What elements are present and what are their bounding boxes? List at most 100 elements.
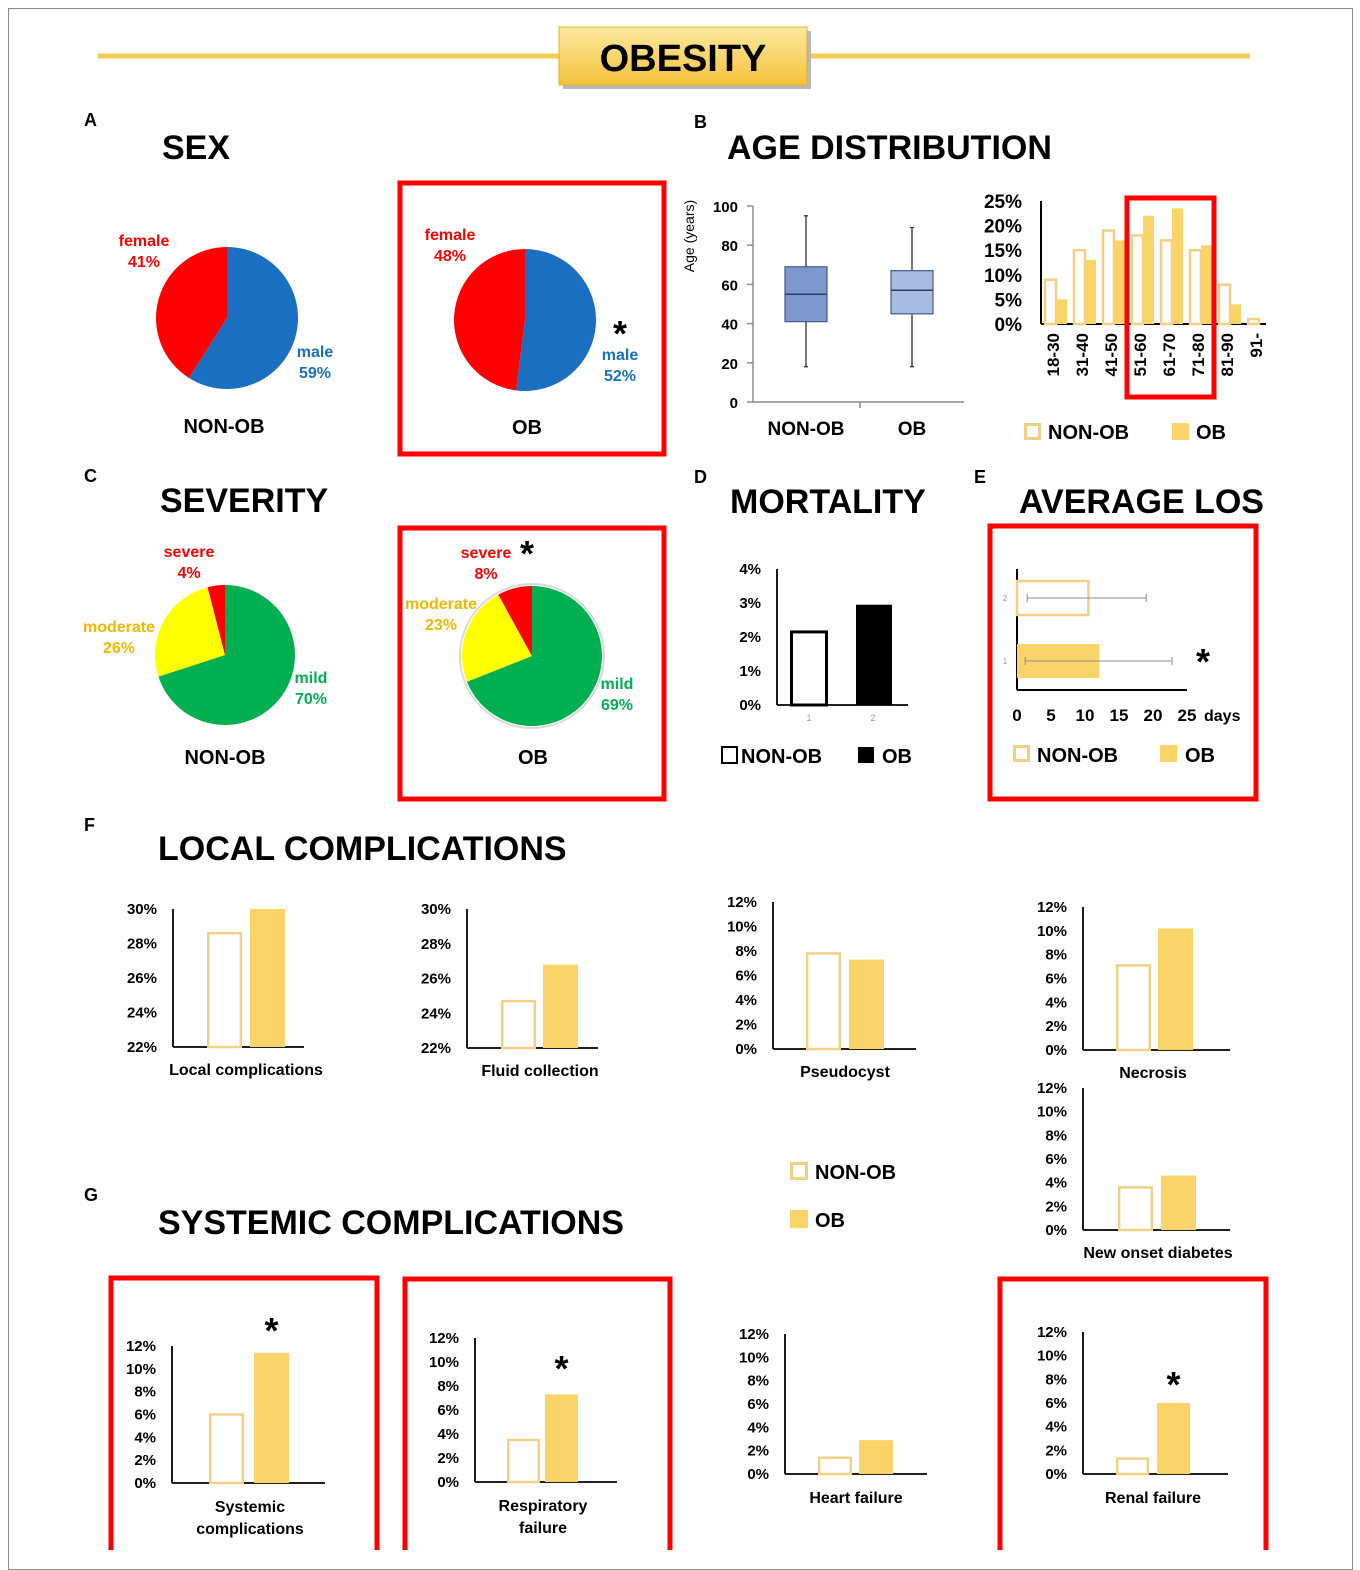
severity-nonob-caption: NON-OB xyxy=(184,747,265,769)
panel-title-age: AGE DISTRIBUTION xyxy=(727,129,1052,167)
heart-failure-tick-label: 12% xyxy=(739,1326,769,1343)
heart-failure-caption: Heart failure xyxy=(809,1490,902,1507)
age-box-tick-label: 40 xyxy=(721,317,738,334)
age-hist-category-label: 41-50 xyxy=(1102,333,1121,376)
los-tick-label: 25 xyxy=(1178,706,1197,725)
age-hist-bar-nonob xyxy=(1159,239,1174,326)
pseudocyst-tick-label: 4% xyxy=(735,992,757,1009)
respiratory-failure-caption: Respiratory xyxy=(499,1498,588,1515)
pseudocyst-caption: Pseudocyst xyxy=(800,1064,890,1081)
age-hist-category-label: 71-80 xyxy=(1189,333,1208,376)
age-hist-tick-label: 10% xyxy=(984,266,1022,287)
los-legend-ob: OB xyxy=(1185,745,1215,767)
local-complications-tick-label: 30% xyxy=(127,901,157,918)
necrosis-tick-label: 4% xyxy=(1045,994,1067,1011)
los-tick-label: 20 xyxy=(1144,706,1163,725)
heart-failure-tick-label: 6% xyxy=(747,1396,769,1413)
mortality-legend-ob: OB xyxy=(882,746,912,768)
local-complications-bar-nonob xyxy=(206,931,242,1049)
age-box-tick-label: 60 xyxy=(721,277,738,294)
respiratory-failure-tick-label: 4% xyxy=(437,1426,459,1443)
mortality-legend-nonob: NON-OB xyxy=(741,746,822,768)
respiratory-failure-tick-label: 6% xyxy=(437,1402,459,1419)
fluid-collection-bar-nonob xyxy=(501,999,537,1050)
local-complications-tick-label: 26% xyxy=(127,970,157,987)
respiratory-failure-tick-label: 8% xyxy=(437,1378,459,1395)
sex-nonob-label-male: male xyxy=(297,344,334,361)
main-title: OBESITY xyxy=(600,38,767,80)
severity-ob-label-severe: severe xyxy=(461,545,512,562)
age-box-OB xyxy=(890,270,934,315)
mortality-bar-ob xyxy=(856,604,892,705)
systemic-highlight-box xyxy=(108,1275,380,1550)
new-onset-diabetes-tick-label: 8% xyxy=(1045,1127,1067,1144)
los-asterisk: * xyxy=(1196,641,1210,682)
local-complications-tick-label: 22% xyxy=(127,1039,157,1056)
age-hist-bar-ob xyxy=(1114,240,1125,324)
fluid-collection-tick-label: 30% xyxy=(421,901,451,918)
panel-letter-A: A xyxy=(84,110,97,130)
systemic-complications-bar-ob xyxy=(254,1352,289,1483)
fluid-collection-tick-label: 22% xyxy=(421,1040,451,1057)
renal-failure-tick-label: 6% xyxy=(1045,1395,1067,1412)
sex-nonob-slice-female xyxy=(156,247,227,378)
age-hist-tick-label: 15% xyxy=(984,241,1022,262)
age-box-ylabel: Age (years) xyxy=(681,200,697,272)
panel-title-los: AVERAGE LOS xyxy=(1019,483,1264,521)
mortality-legend-ob-swatch xyxy=(858,747,874,763)
sex-nonob-value-male: 59% xyxy=(299,365,331,382)
systemic-complications-tick-label: 12% xyxy=(126,1338,156,1355)
los-tick-label: 10 xyxy=(1076,706,1095,725)
severity-ob-label-moderate: moderate xyxy=(405,596,477,613)
mortality-bar-nonob xyxy=(790,630,828,707)
severity-nonob-value-mild: 70% xyxy=(295,691,327,708)
local-complications-bar-ob xyxy=(250,909,285,1047)
age-hist-bar-ob xyxy=(1085,260,1096,324)
local-legend-nonob: NON-OB xyxy=(815,1162,896,1184)
respiratory-failure-bar-ob xyxy=(545,1394,578,1482)
severity-ob-slice-moderate xyxy=(462,594,532,682)
sex-ob-value-female: 48% xyxy=(434,248,466,265)
severity-nonob-value-severe: 4% xyxy=(177,565,200,582)
severity-ob-value-moderate: 23% xyxy=(425,617,457,634)
systemic-complications-tick-label: 6% xyxy=(134,1407,156,1424)
severity-ob-slice-mild xyxy=(466,586,602,726)
pseudocyst-tick-label: 10% xyxy=(727,919,757,936)
necrosis-tick-label: 12% xyxy=(1037,899,1067,916)
new-onset-diabetes-tick-label: 4% xyxy=(1045,1175,1067,1192)
panel-title-sex: SEX xyxy=(162,129,230,167)
age-hist-category-label: 91- xyxy=(1247,333,1266,358)
severity-ob-caption: OB xyxy=(518,747,548,769)
fluid-collection-tick-label: 28% xyxy=(421,936,451,953)
age-box-group-label: NON-OB xyxy=(767,419,844,440)
necrosis-tick-label: 2% xyxy=(1045,1018,1067,1035)
los-legend-ob-swatch xyxy=(1160,745,1177,762)
pseudocyst-bar-ob xyxy=(849,959,884,1049)
pseudocyst-tick-label: 12% xyxy=(727,894,757,911)
renal-failure-asterisk: * xyxy=(1166,1364,1180,1405)
mortality-legend-nonob-swatch xyxy=(721,746,738,764)
pseudocyst-tick-label: 6% xyxy=(735,968,757,985)
panel-title-local: LOCAL COMPLICATIONS xyxy=(158,830,567,868)
necrosis-tick-label: 10% xyxy=(1037,923,1067,940)
respiratory-failure-tick-label: 12% xyxy=(429,1330,459,1347)
los-legend-nonob-swatch xyxy=(1013,745,1030,762)
systemic-complications-caption: complications xyxy=(196,1521,304,1538)
mortality-tick-label: 2% xyxy=(739,629,761,646)
age-hist-category-label: 51-60 xyxy=(1131,333,1150,376)
los-highlight-box xyxy=(987,523,1259,802)
new-onset-diabetes-tick-label: 10% xyxy=(1037,1104,1067,1121)
los-category-label: 2 xyxy=(1003,594,1008,603)
heart-failure-tick-label: 0% xyxy=(747,1466,769,1483)
age-hist-tick-label: 25% xyxy=(984,192,1022,213)
renal-failure-bar-ob xyxy=(1157,1403,1190,1474)
age-hist-bar-nonob xyxy=(1188,248,1203,326)
necrosis-tick-label: 0% xyxy=(1045,1042,1067,1059)
age-hist-bar-nonob xyxy=(1246,317,1261,326)
age-hist-bar-nonob xyxy=(1130,234,1145,326)
sex-ob-highlight-box xyxy=(397,180,667,457)
age-hist-tick-label: 0% xyxy=(995,315,1023,336)
age-hist-tick-label: 5% xyxy=(995,290,1023,311)
necrosis-bar-ob xyxy=(1158,928,1193,1050)
los-x-unit: days xyxy=(1204,708,1241,725)
